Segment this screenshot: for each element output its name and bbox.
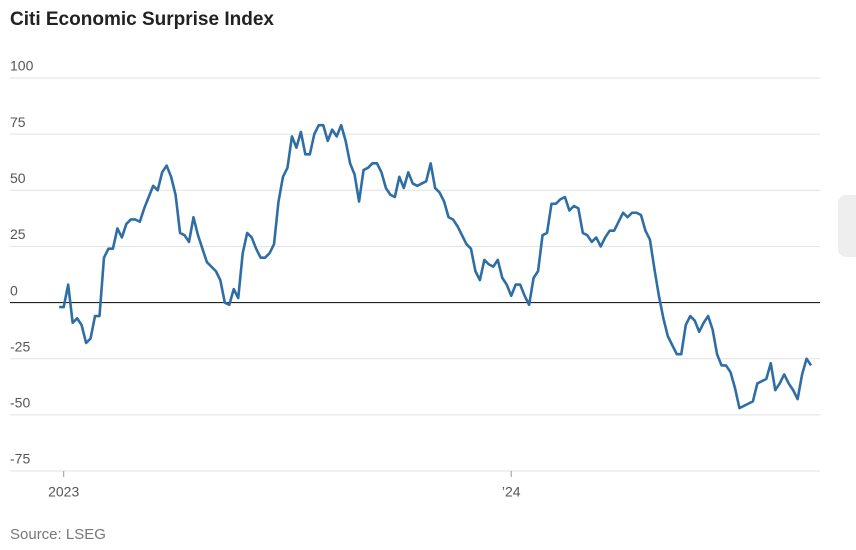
x-tick-label: 2023 bbox=[48, 484, 79, 500]
y-tick-label: -25 bbox=[10, 338, 30, 354]
x-tick-label: ’24 bbox=[502, 484, 521, 500]
data-line bbox=[59, 123, 813, 410]
y-tick-label: -50 bbox=[10, 395, 30, 411]
chart-title: Citi Economic Surprise Index bbox=[10, 9, 274, 30]
y-tick-label: 75 bbox=[10, 114, 26, 130]
source-note: Source: LSEG bbox=[10, 526, 106, 543]
y-tick-label: 0 bbox=[10, 282, 18, 298]
y-tick-label: 100 bbox=[10, 58, 34, 74]
y-tick-label: 25 bbox=[10, 226, 26, 242]
y-tick-label: 50 bbox=[10, 170, 26, 186]
y-tick-label: -75 bbox=[10, 451, 30, 467]
side-handle bbox=[838, 195, 856, 257]
